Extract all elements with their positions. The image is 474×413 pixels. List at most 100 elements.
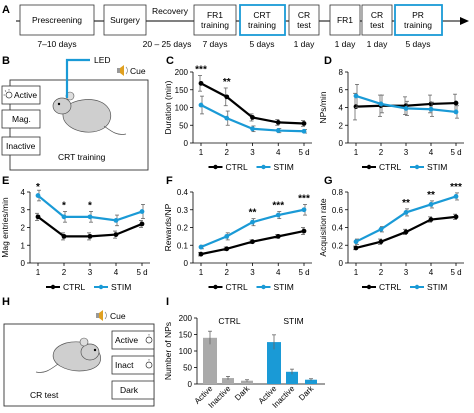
data-point [198,244,204,250]
panel-letter-e: E [2,175,9,187]
data-point [224,233,230,239]
data-point [403,210,409,215]
timeline-stage-label-line: CR [298,10,310,20]
y-axis-label: NPs/min [318,91,328,123]
y-axis-label: Mag entries/min [0,197,10,258]
timeline-stage-label: Surgery [110,15,141,25]
timeline-stage-box [103,4,147,36]
y-tick-label: 3 [21,206,26,215]
panel-letter-d: D [324,55,332,67]
speaker-icon [117,65,128,76]
legend-label-stim: STIM [111,282,131,292]
y-tick-label: 200 [175,68,189,77]
data-point [428,217,434,222]
data-point [378,101,384,107]
timeline-stage-box [361,4,393,36]
significance-marker: ** [402,198,410,209]
line-chart-e: 0 1 2 3 4 1 2 3 4 5 d Mag entries/min * * * CTRL STIM [0,182,150,292]
significance-marker: *** [272,201,284,212]
optic-fiber-cable [65,58,90,98]
data-point [198,80,204,86]
timeline-duration: 5 days [405,39,430,49]
x-tick-label: 4 [276,268,281,277]
crt-caption: CRT training [58,152,106,162]
data-point [35,193,41,198]
data-point [301,228,307,234]
lever-label-active: Active [115,335,138,345]
legend-label-stim: STIM [427,282,447,292]
lever-label-inact: Inact [115,360,134,370]
data-point [61,233,67,239]
significance-marker: * [88,201,92,212]
x-category-label: Dark [297,383,316,402]
data-point [113,232,119,238]
legend-marker-stim [261,164,266,170]
y-tick-label: 0 [184,259,189,268]
legend-label-ctrl: CTRL [226,282,248,292]
y-tick-label: 50 [179,121,188,130]
data-point [403,229,409,235]
timeline-stage-label-line: PR [412,10,424,20]
legend-label-ctrl: CTRL [63,282,85,292]
x-tick-label: 5 d [450,148,461,157]
x-tick-label: 5 d [298,268,309,277]
bar-stim-dark: Dark [297,378,317,402]
y-tick-label: 6 [339,86,344,95]
significance-marker: ** [223,77,231,88]
x-tick-label: 1 [354,268,359,277]
group-label-stim: STIM [283,316,303,326]
significance-marker: *** [450,182,462,193]
legend-label-ctrl: CTRL [379,162,401,172]
bar-ctrl-active: Active [193,330,217,406]
timeline-stage-label: Prescreening [32,15,82,25]
x-tick-label: 1 [354,148,359,157]
x-tick-label: 4 [114,268,119,277]
y-tick-label: 8 [339,68,344,77]
timeline-stage-label: Recovery [152,6,189,16]
series-stim [198,95,307,134]
timeline-stage-label-line: test [297,20,311,30]
legend-label-stim: STIM [274,282,294,292]
x-tick-label: 2 [379,268,384,277]
legend-marker-stim [261,284,266,290]
y-tick-label: 0 [188,380,193,389]
data-point [224,94,230,100]
x-tick-label: 5 d [298,148,309,157]
data-point [35,214,41,220]
legend-marker-ctrl [366,164,372,170]
significance-marker: * [62,201,66,212]
x-tick-label: 2 [225,268,230,277]
timeline-duration: 7 days [202,39,227,49]
significance-marker: ** [427,190,435,201]
x-tick-label: 1 [36,268,41,277]
y-tick-label: 0.2 [177,224,189,233]
x-tick-label: 2 [379,148,384,157]
series-stim [35,189,145,227]
lever-box-inact [111,355,155,375]
timeline-stage-label-multiline: FR1 training [201,10,229,30]
data-point [87,214,93,220]
data-point [428,106,434,112]
panel-letter-a: A [2,4,10,16]
timeline-stage-label-line: CRT [253,10,270,20]
data-point [301,121,307,126]
data-point [250,126,255,132]
cue-label: Cue [130,66,146,76]
series-ctrl [198,227,307,257]
data-point [250,115,255,120]
legend-marker-ctrl [213,164,218,170]
lever-box-mag [1,109,41,129]
timeline-stage-label-line: CR [371,10,383,20]
y-tick-label: 0.3 [177,206,189,215]
timeline-stage-box [288,4,320,36]
data-point [453,109,459,115]
bar [222,378,234,384]
x-tick-label: 3 [250,268,255,277]
cr-caption: CR test [30,390,59,400]
bar [203,337,217,384]
lever-label-inactive: Inactive [6,141,36,151]
timeline-stage-label-multiline: CR test [297,10,311,30]
data-point [378,239,384,245]
y-axis-label: Duration (min) [163,80,173,134]
